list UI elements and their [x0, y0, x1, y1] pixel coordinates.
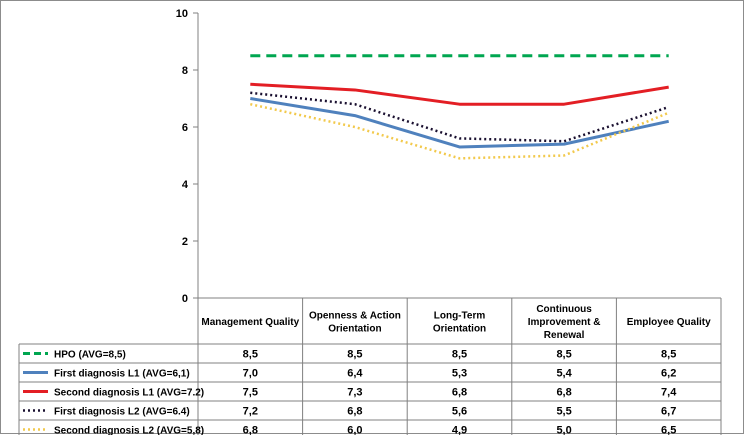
table-value: 6,2 — [661, 368, 676, 380]
y-tick-label: 0 — [182, 293, 188, 305]
table-value: 6,0 — [347, 425, 362, 435]
legend-label: Second diagnosis L1 (AVG=7.2) — [54, 388, 204, 399]
y-tick-label: 6 — [182, 122, 188, 134]
table-value: 5,0 — [556, 425, 571, 435]
table-value: 4,9 — [452, 425, 467, 435]
table-value: 6,8 — [347, 406, 362, 418]
table-value: 6,4 — [347, 368, 363, 380]
table-value: 8,5 — [243, 349, 258, 361]
y-tick-label: 4 — [182, 179, 189, 191]
y-tick-label: 8 — [182, 65, 188, 77]
table-value: 8,5 — [452, 349, 467, 361]
table-value: 7,0 — [243, 368, 258, 380]
table-value: 7,4 — [661, 387, 677, 399]
table-value: 7,5 — [243, 387, 258, 399]
table-value: 6,8 — [243, 425, 258, 435]
table-value: 6,5 — [661, 425, 676, 435]
table-value: 6,8 — [452, 387, 467, 399]
table-value: 8,5 — [347, 349, 362, 361]
table-value: 8,5 — [556, 349, 571, 361]
y-tick-label: 2 — [182, 236, 188, 248]
legend-label: First diagnosis L1 (AVG=6,1) — [54, 369, 190, 380]
category-label: Management Quality — [201, 317, 299, 328]
table-value: 5,4 — [556, 368, 572, 380]
category-label: Employee Quality — [627, 317, 711, 328]
legend-label: First diagnosis L2 (AVG=6.4) — [54, 407, 190, 418]
table-value: 8,5 — [661, 349, 676, 361]
series-line — [250, 104, 668, 158]
legend-label: HPO (AVG=8,5) — [54, 350, 126, 361]
table-value: 5,3 — [452, 368, 467, 380]
table-value: 6,7 — [661, 406, 676, 418]
table-value: 6,8 — [556, 387, 571, 399]
table-value: 7,3 — [347, 387, 362, 399]
series-line — [250, 84, 668, 104]
table-value: 7,2 — [243, 406, 258, 418]
table-value: 5,6 — [452, 406, 467, 418]
table-value: 5,5 — [556, 406, 571, 418]
y-tick-label: 10 — [176, 8, 188, 20]
